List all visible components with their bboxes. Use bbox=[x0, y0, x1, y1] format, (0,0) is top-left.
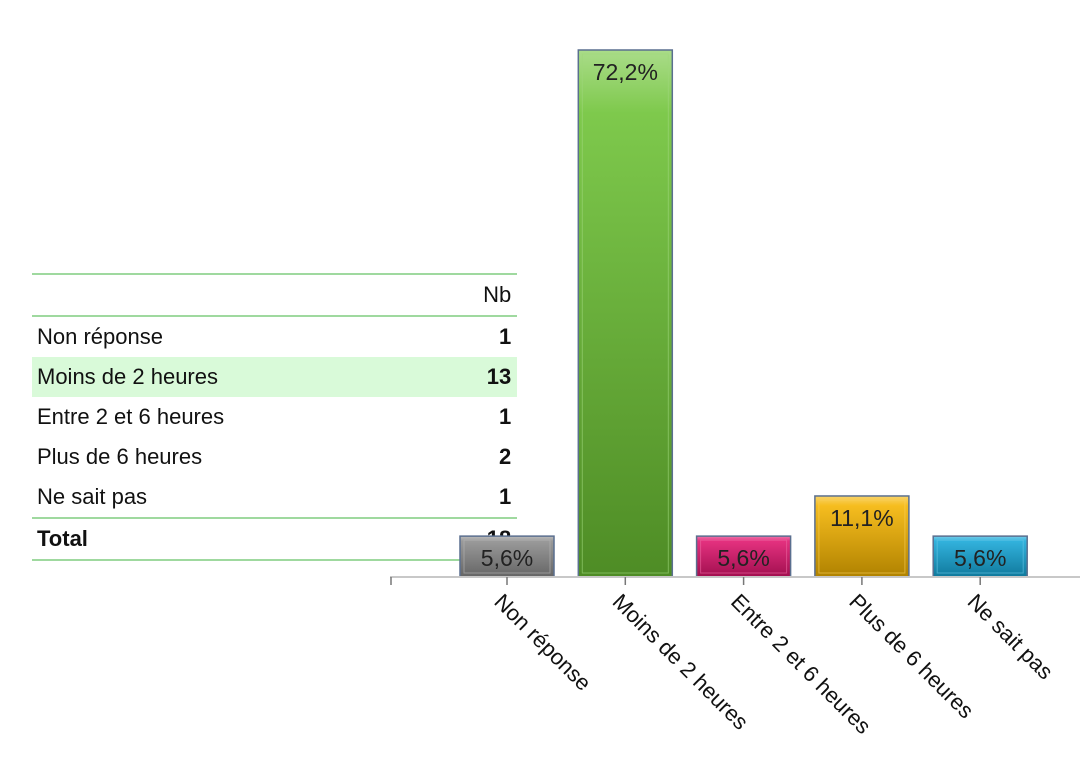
table-row: Ne sait pas 1 bbox=[32, 477, 517, 518]
bar-inner-bevel bbox=[463, 539, 551, 574]
row-label: Ne sait pas bbox=[37, 484, 148, 509]
bar-inner-bevel bbox=[936, 539, 1024, 574]
row-label: Non réponse bbox=[37, 324, 163, 349]
bar bbox=[459, 535, 555, 578]
row-label: Entre 2 et 6 heures bbox=[37, 404, 225, 429]
row-value: 13 bbox=[228, 357, 518, 397]
table-row: Non réponse 1 bbox=[32, 316, 517, 357]
bar-value-label: 5,6% bbox=[717, 545, 769, 571]
frequency-table: Nb Non réponse 1 Moins de 2 heures 13 En… bbox=[32, 273, 518, 561]
x-tick-label: Ne sait pas bbox=[963, 589, 1059, 685]
table-total-row: Total 18 bbox=[32, 517, 518, 561]
row-value: 1 bbox=[499, 324, 512, 349]
bar-value-label: 5,6% bbox=[481, 545, 533, 571]
row-value: 2 bbox=[499, 444, 512, 469]
bar bbox=[695, 535, 792, 578]
bar bbox=[814, 495, 910, 578]
bar-value-label: 11,1% bbox=[830, 505, 894, 531]
table-header-row: Nb bbox=[32, 273, 518, 317]
row-value: 1 bbox=[499, 484, 512, 509]
bar-value-label: 72,2% bbox=[593, 59, 658, 85]
bar-value-label: 5,6% bbox=[954, 545, 1006, 571]
x-tick-label: Plus de 6 heures bbox=[844, 589, 978, 723]
table-row-highlighted: Moins de 2 heures 13 bbox=[32, 357, 518, 397]
row-value: 1 bbox=[499, 404, 512, 429]
row-label: Plus de 6 heures bbox=[37, 444, 203, 469]
bar-inner-bevel bbox=[818, 499, 906, 574]
bar bbox=[577, 49, 674, 578]
total-label: Total bbox=[32, 517, 229, 561]
table-header-nb: Nb bbox=[228, 273, 518, 317]
table-header-empty bbox=[32, 273, 229, 317]
x-tick-label: Non réponse bbox=[489, 589, 596, 696]
bar-inner-bevel bbox=[700, 539, 788, 574]
row-label: Moins de 2 heures bbox=[32, 357, 229, 397]
bar-inner-bevel bbox=[581, 53, 669, 574]
table-row: Entre 2 et 6 heures 1 bbox=[32, 397, 517, 437]
table-row: Plus de 6 heures 2 bbox=[32, 437, 517, 477]
